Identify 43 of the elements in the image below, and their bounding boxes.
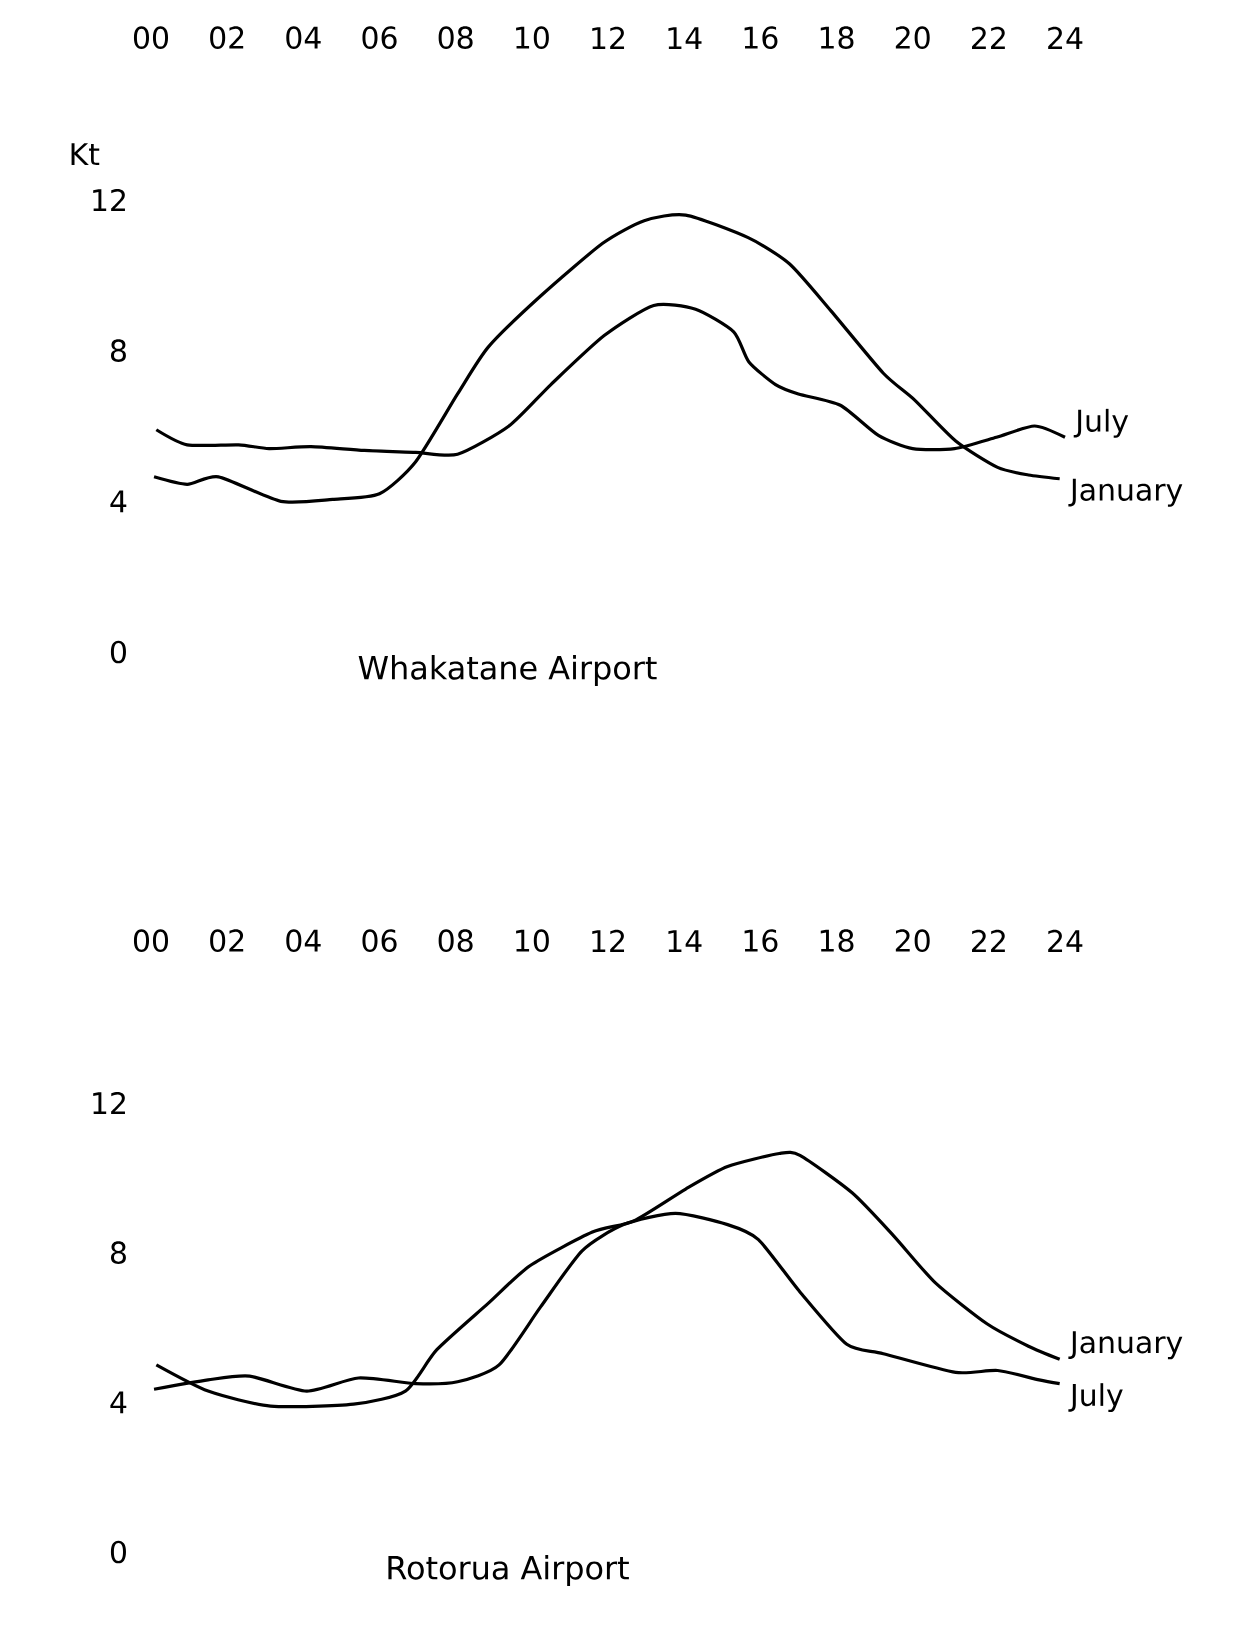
x-tick-label: 06 (362, 26, 397, 49)
x-tick-label: 22 (972, 26, 1005, 49)
series-label: January (1068, 478, 1183, 507)
x-tick-label: 20 (895, 929, 930, 952)
series-label: July (1068, 1383, 1123, 1413)
y-tick-label: 8 (110, 339, 126, 362)
x-tick-label: 02 (210, 929, 244, 952)
x-tick-label: 12 (592, 929, 625, 952)
text: Rotorua Airport (388, 1555, 629, 1586)
x-tick-label: 04 (286, 26, 321, 49)
y-tick-label: 0 (110, 640, 126, 664)
line-series (152, 213, 1062, 504)
x-tick-label: 22 (972, 929, 1005, 952)
x-tick-label: 06 (362, 929, 397, 952)
y-tick-label: 12 (93, 1091, 125, 1115)
x-tick-label: 10 (516, 929, 549, 952)
x-tick-label: 02 (210, 26, 244, 49)
x-tick-label: 08 (438, 929, 473, 952)
x-tick-label: 08 (438, 26, 473, 49)
y-axis-title: Kt (71, 143, 100, 165)
line-series (154, 1150, 1062, 1409)
x-tick-label: 10 (516, 26, 549, 49)
x-tick-label: 24 (1048, 26, 1083, 49)
y-tick-label: 0 (110, 1540, 126, 1564)
y-tick-label: 4 (110, 1391, 127, 1414)
x-tick-label: 16 (744, 26, 778, 49)
y-tick-label: 4 (110, 490, 127, 513)
x-tick-label: 00 (133, 26, 169, 49)
x-tick-label: 18 (820, 929, 854, 952)
x-tick-label: 18 (820, 26, 854, 49)
x-tick-label: 04 (286, 929, 321, 952)
x-tick-label: 14 (668, 930, 702, 952)
x-tick-label: 14 (668, 27, 702, 49)
text: Whakatane Airport (358, 655, 657, 686)
series-label: January (1068, 1331, 1183, 1360)
series-label: July (1073, 408, 1129, 438)
y-tick-label: 8 (110, 1241, 126, 1264)
x-tick-label: 16 (744, 929, 778, 952)
x-tick-label: 24 (1048, 929, 1083, 952)
y-tick-label: 12 (93, 188, 125, 212)
x-tick-label: 12 (592, 26, 625, 49)
x-tick-label: 20 (895, 26, 930, 49)
x-tick-label: 00 (133, 929, 169, 952)
